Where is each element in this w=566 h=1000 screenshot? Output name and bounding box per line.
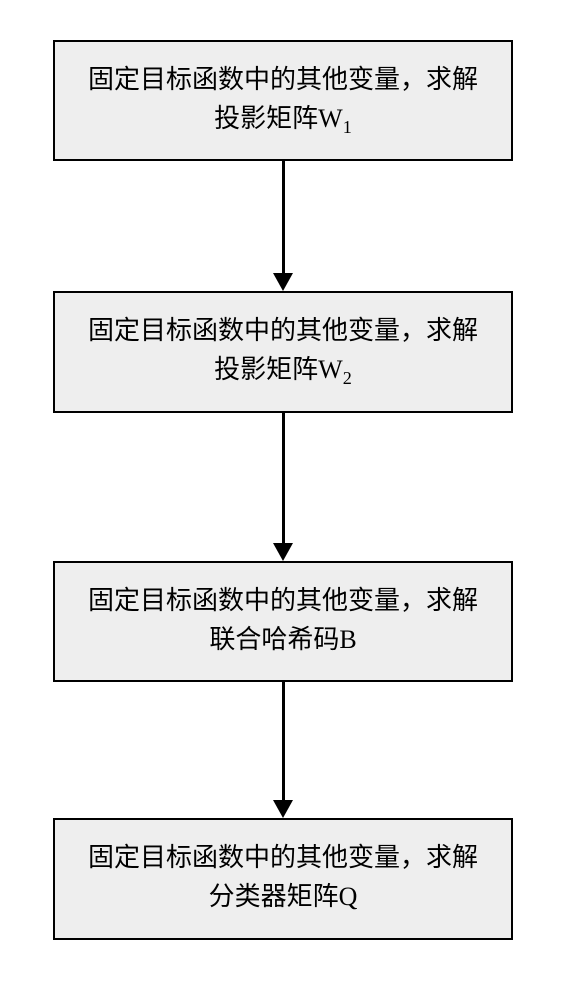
node-line2: 联合哈希码B <box>79 620 487 662</box>
arrow-head-icon <box>273 800 293 818</box>
node-line2: 投影矩阵W2 <box>79 350 487 392</box>
node-line2-subscript: 1 <box>343 117 352 137</box>
arrow-head-icon <box>273 273 293 291</box>
node-line1: 固定目标函数中的其他变量，求解 <box>79 838 487 877</box>
arrow-shaft <box>282 682 285 800</box>
flow-arrow <box>273 161 293 291</box>
flow-node: 固定目标函数中的其他变量，求解 分类器矩阵Q <box>53 818 513 939</box>
arrow-head-icon <box>273 543 293 561</box>
flow-arrow <box>273 413 293 561</box>
node-line2-prefix: 投影矩阵W <box>214 355 343 384</box>
node-line1: 固定目标函数中的其他变量，求解 <box>79 581 487 620</box>
flow-node: 固定目标函数中的其他变量，求解 投影矩阵W1 <box>53 40 513 161</box>
node-line2: 分类器矩阵Q <box>79 877 487 919</box>
node-line1: 固定目标函数中的其他变量，求解 <box>79 311 487 350</box>
flow-node: 固定目标函数中的其他变量，求解 联合哈希码B <box>53 561 513 682</box>
flowchart-container: 固定目标函数中的其他变量，求解 投影矩阵W1 固定目标函数中的其他变量，求解 投… <box>50 40 516 940</box>
node-line1: 固定目标函数中的其他变量，求解 <box>79 60 487 99</box>
arrow-shaft <box>282 413 285 543</box>
node-line2-prefix: 联合哈希码B <box>209 625 356 654</box>
node-line2-subscript: 2 <box>343 369 352 389</box>
node-line2: 投影矩阵W1 <box>79 99 487 141</box>
arrow-shaft <box>282 161 285 273</box>
node-line2-prefix: 投影矩阵W <box>214 104 343 133</box>
node-line2-prefix: 分类器矩阵Q <box>209 882 358 911</box>
flow-arrow <box>273 682 293 818</box>
flow-node: 固定目标函数中的其他变量，求解 投影矩阵W2 <box>53 291 513 412</box>
